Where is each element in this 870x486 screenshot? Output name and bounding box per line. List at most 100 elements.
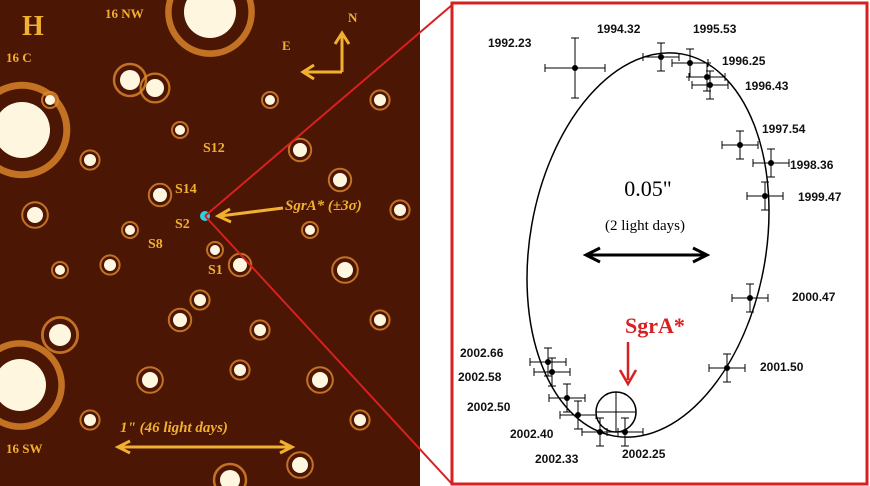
epoch-label: 1992.23 xyxy=(488,36,532,50)
sgra-label: SgrA* xyxy=(625,313,685,338)
epoch-label: 2002.33 xyxy=(535,452,579,466)
star xyxy=(194,294,206,306)
orbit-point xyxy=(622,429,628,435)
epoch-label: 2002.25 xyxy=(622,447,666,461)
star-halo xyxy=(112,62,148,98)
scale-bar xyxy=(114,439,296,455)
star xyxy=(254,324,266,336)
field-label: 16 NW xyxy=(105,6,144,21)
epoch-label: 1996.25 xyxy=(722,54,766,68)
star-halo xyxy=(165,0,255,57)
compass-arrows xyxy=(300,30,351,81)
sgra-arrow xyxy=(214,206,284,224)
star xyxy=(84,414,96,426)
star xyxy=(146,79,164,97)
orbit-point xyxy=(762,193,768,199)
star xyxy=(333,173,347,187)
star-halo xyxy=(206,241,224,259)
star-halo xyxy=(301,221,319,239)
orbit-point xyxy=(658,54,664,60)
star-halo xyxy=(139,72,171,104)
compass-north: N xyxy=(348,10,358,25)
star-halo xyxy=(331,256,359,284)
star-halo xyxy=(369,89,391,111)
star-halo xyxy=(147,182,173,208)
star xyxy=(173,313,187,327)
star-halo xyxy=(229,359,251,381)
star xyxy=(374,94,386,106)
star xyxy=(210,245,220,255)
star xyxy=(125,225,135,235)
orbit-point xyxy=(564,395,570,401)
star-halo xyxy=(349,409,371,431)
star xyxy=(0,359,46,411)
star-label: S8 xyxy=(148,237,163,252)
epoch-label: 2000.47 xyxy=(792,290,836,304)
sgra-arrow xyxy=(618,342,638,387)
orbit-point xyxy=(572,65,578,71)
star-halo xyxy=(51,261,69,279)
star xyxy=(0,102,50,158)
orbit-panel xyxy=(450,1,869,486)
star xyxy=(233,258,247,272)
star-halo xyxy=(0,81,71,179)
orbit-point xyxy=(687,60,693,66)
field-label: 16 C xyxy=(6,50,32,65)
star-halo xyxy=(171,121,189,139)
star-halo xyxy=(306,366,334,394)
epoch-label: 2002.50 xyxy=(467,400,511,414)
star xyxy=(45,95,55,105)
orbit-point xyxy=(707,82,713,88)
star-halo xyxy=(41,316,79,354)
star xyxy=(27,207,43,223)
star-halo xyxy=(327,167,353,193)
star-halo xyxy=(167,307,193,333)
star xyxy=(354,414,366,426)
star-halo xyxy=(21,201,49,229)
star-label: S14 xyxy=(175,182,197,197)
epoch-label: 2002.58 xyxy=(458,370,502,384)
orbit-point xyxy=(549,369,555,375)
star-halo xyxy=(136,366,164,394)
orbit-point xyxy=(737,142,743,148)
star xyxy=(265,95,275,105)
epoch-label: 1998.36 xyxy=(790,158,834,172)
star xyxy=(337,262,353,278)
orbit-points: 1992.23 1994.32 1995.53 1996.25 1996.43 1997.… xyxy=(458,22,842,466)
star xyxy=(104,259,116,271)
star xyxy=(142,372,158,388)
star xyxy=(293,143,307,157)
zoom-lines xyxy=(204,4,453,485)
orbit-point xyxy=(545,359,551,365)
star-halo xyxy=(287,137,313,163)
star-halo xyxy=(389,199,411,221)
star xyxy=(394,204,406,216)
epoch-label: 2002.66 xyxy=(460,346,504,360)
star-halo xyxy=(286,451,314,479)
star xyxy=(153,188,167,202)
scale-label: 1" (46 light days) xyxy=(120,420,228,436)
star-halo xyxy=(369,309,391,331)
star xyxy=(305,225,315,235)
star xyxy=(374,314,386,326)
band-label: H xyxy=(22,11,44,42)
star xyxy=(220,470,240,486)
star xyxy=(175,125,185,135)
star-halo xyxy=(249,319,271,341)
star-halo xyxy=(79,409,101,431)
star xyxy=(292,457,308,473)
field-label: 16 SW xyxy=(6,441,42,456)
sgra-label: SgrA* (±3σ) xyxy=(285,198,362,214)
orbit-point xyxy=(724,365,730,371)
star xyxy=(312,372,328,388)
compass-east: E xyxy=(282,38,291,53)
star xyxy=(234,364,246,376)
star-label: S1 xyxy=(208,263,223,278)
orbit xyxy=(526,52,770,438)
star-halo xyxy=(0,340,65,430)
star-halo xyxy=(212,462,248,486)
star xyxy=(184,0,236,38)
star-halo xyxy=(261,91,279,109)
epoch-label: 1995.53 xyxy=(693,22,737,36)
star xyxy=(84,154,96,166)
